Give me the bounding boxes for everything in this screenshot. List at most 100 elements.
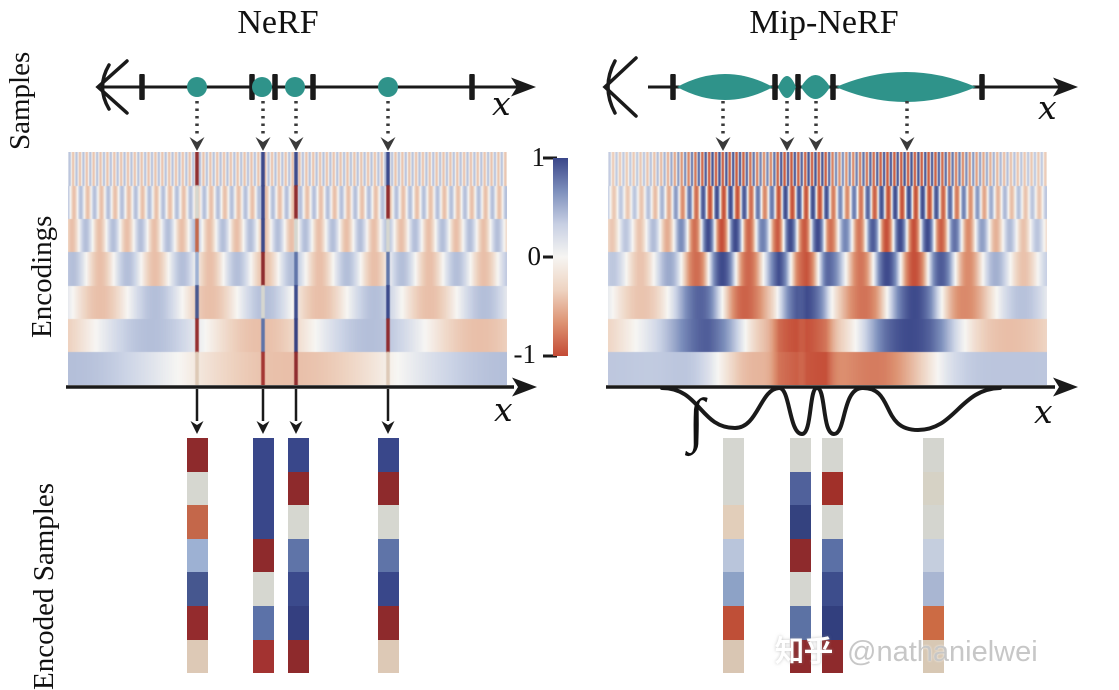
strip-cell — [288, 538, 309, 573]
strip-cell — [187, 639, 208, 674]
strip-cell — [378, 572, 399, 606]
encoded-sample-strip-left — [288, 438, 309, 674]
watermark-brand: 知乎 — [775, 636, 834, 668]
strip-cell — [923, 505, 944, 539]
strip-cell — [723, 471, 744, 506]
strip-cell — [253, 572, 274, 606]
gaussian-sample-spindle — [801, 75, 830, 99]
strip-cell — [253, 438, 274, 472]
colorbar-min-label: -1 — [513, 339, 537, 369]
watermark-handle: @nathanielwei — [847, 636, 1038, 668]
strip-cell — [723, 639, 744, 674]
x-axis-label-ray-left: x — [492, 84, 511, 123]
colorbar-mid-label: 0 — [527, 241, 542, 271]
integral-symbol: ∫ — [688, 387, 705, 453]
strip-cell — [253, 538, 274, 573]
strip-cell — [187, 438, 208, 472]
strip-cell — [790, 639, 811, 674]
x-axis-right-arrowhead-icon — [1053, 377, 1078, 397]
mipnerf-ray-tick — [772, 74, 778, 100]
panel-title-mipnerf: Mip-NeRF — [749, 4, 899, 41]
strip-cell — [187, 505, 208, 539]
dashed-arrowhead-icon — [288, 137, 304, 151]
strip-cell — [378, 538, 399, 573]
strip-cell — [378, 471, 399, 506]
dashed-arrowhead-icon — [380, 137, 396, 151]
strip-cell — [378, 438, 399, 472]
encoded-sample-strip-right — [923, 438, 944, 674]
nerf-ray-eye-icon — [100, 63, 111, 111]
strip-cell — [253, 505, 274, 539]
strip-cell — [923, 538, 944, 573]
solid-arrowhead-icon — [256, 421, 270, 434]
dashed-arrowhead-icon — [189, 137, 205, 151]
integration-curve — [660, 385, 1002, 437]
gaussian-sample-spindle — [778, 76, 796, 98]
strip-cell — [790, 505, 811, 539]
strip-cell — [288, 639, 309, 674]
strip-cell — [923, 639, 944, 674]
dashed-arrowhead-icon — [779, 137, 795, 151]
mipnerf-ray-tick — [830, 74, 836, 100]
watermark: 知乎 @nathanielwei — [775, 628, 1038, 670]
strip-cell — [378, 505, 399, 539]
encoded-sample-strip-right — [822, 438, 843, 674]
dashed-arrowhead-icon — [255, 137, 271, 151]
strip-cell — [923, 605, 944, 640]
strip-cell — [723, 605, 744, 640]
strip-cell — [923, 471, 944, 506]
x-axis-left-arrowhead-icon — [512, 377, 537, 397]
mipnerf-ray-tick — [795, 74, 801, 100]
strip-cell — [253, 639, 274, 674]
strip-cell — [723, 572, 744, 606]
strip-cell — [378, 605, 399, 640]
nerf-ray-tick — [272, 74, 278, 100]
strip-cell — [822, 572, 843, 606]
nerf-ray-eye-icon — [95, 59, 129, 115]
strip-cell — [723, 438, 744, 472]
nerf-encodings-heatmap — [68, 152, 507, 385]
x-axis-label-encodings-right: x — [1034, 392, 1053, 431]
strip-cell — [253, 471, 274, 506]
encoded-sample-strip-right — [723, 438, 744, 674]
nerf-ray-tick — [310, 74, 316, 100]
strip-cell — [822, 605, 843, 640]
gaussian-sample-spindle — [677, 74, 773, 100]
strip-cell — [822, 538, 843, 573]
solid-arrowhead-icon — [190, 421, 204, 434]
strip-cell — [187, 572, 208, 606]
strip-cell — [288, 505, 309, 539]
point-sample-dot — [378, 77, 398, 97]
mipnerf-ray-eye-icon — [602, 56, 638, 118]
point-sample-dot — [187, 77, 207, 97]
encoded-sample-strip-left — [187, 438, 208, 674]
dashed-arrowhead-icon — [899, 137, 915, 151]
point-sample-dot — [252, 77, 272, 97]
solid-arrowhead-icon — [381, 421, 395, 434]
strip-cell — [288, 438, 309, 472]
strip-cell — [790, 605, 811, 640]
strip-cell — [723, 505, 744, 539]
encoded-sample-strip-left — [253, 438, 274, 674]
strip-cell — [822, 505, 843, 539]
colorbar — [553, 158, 568, 356]
x-axis-label-ray-right: x — [1038, 88, 1057, 127]
strip-cell — [253, 605, 274, 640]
strip-cell — [923, 572, 944, 606]
x-axis-label-encodings-left: x — [494, 390, 513, 429]
nerf-ray-arrowhead-icon — [511, 77, 536, 97]
mipnerf-ray-tick — [670, 74, 676, 100]
mipnerf-ray-tick — [979, 74, 985, 100]
strip-cell — [790, 572, 811, 606]
strip-cell — [187, 605, 208, 640]
panel-title-nerf: NeRF — [237, 4, 319, 41]
nerf-ray-tick — [469, 74, 475, 100]
strip-cell — [187, 538, 208, 573]
strip-cell — [822, 639, 843, 674]
strip-cell — [822, 438, 843, 472]
mipnerf-ray-arrowhead-icon — [1053, 77, 1078, 97]
encoded-sample-strip-right — [790, 438, 811, 674]
strip-cell — [822, 471, 843, 506]
